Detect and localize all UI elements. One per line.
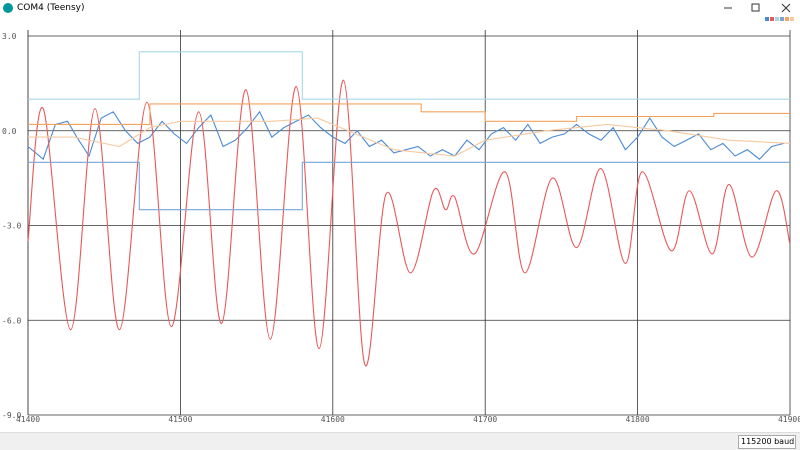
status-bar: 115200 baud [0,432,800,450]
x-tick-label: 41500 [168,415,192,424]
y-tick-label: 3.0 [2,32,17,41]
y-tick-label: -6.0 [2,316,21,325]
series-line [27,79,791,367]
legend-swatch [770,17,774,21]
close-button[interactable] [781,3,791,13]
x-tick-label: 41600 [321,415,345,424]
y-tick-label: -9.0 [2,411,21,420]
x-tick-label: 41700 [473,415,497,424]
restore-button[interactable] [751,3,760,12]
x-tick-label: 41400 [16,415,40,424]
x-tick-label: 41800 [626,415,650,424]
legend-swatch [780,17,784,21]
y-tick-label: -3.0 [2,222,21,231]
series-line [28,51,790,100]
legend-swatch [785,17,789,21]
series-line [27,110,785,161]
legend-swatch [790,17,794,21]
legend-swatch [775,17,779,21]
baud-label: 115200 baud [741,437,795,446]
legend-swatch [765,17,769,21]
baud-select[interactable]: 115200 baud [738,435,796,449]
app-icon [3,3,13,13]
window-title: COM4 (Teensy) [17,3,85,13]
series-line [28,161,790,211]
x-tick-label: 41900 [778,415,800,424]
title-icons [3,3,791,13]
series-line [28,103,790,125]
y-tick-label: 0.0 [2,127,17,136]
series-line [28,117,791,157]
title-bar: COM4 (Teensy) [0,0,800,18]
